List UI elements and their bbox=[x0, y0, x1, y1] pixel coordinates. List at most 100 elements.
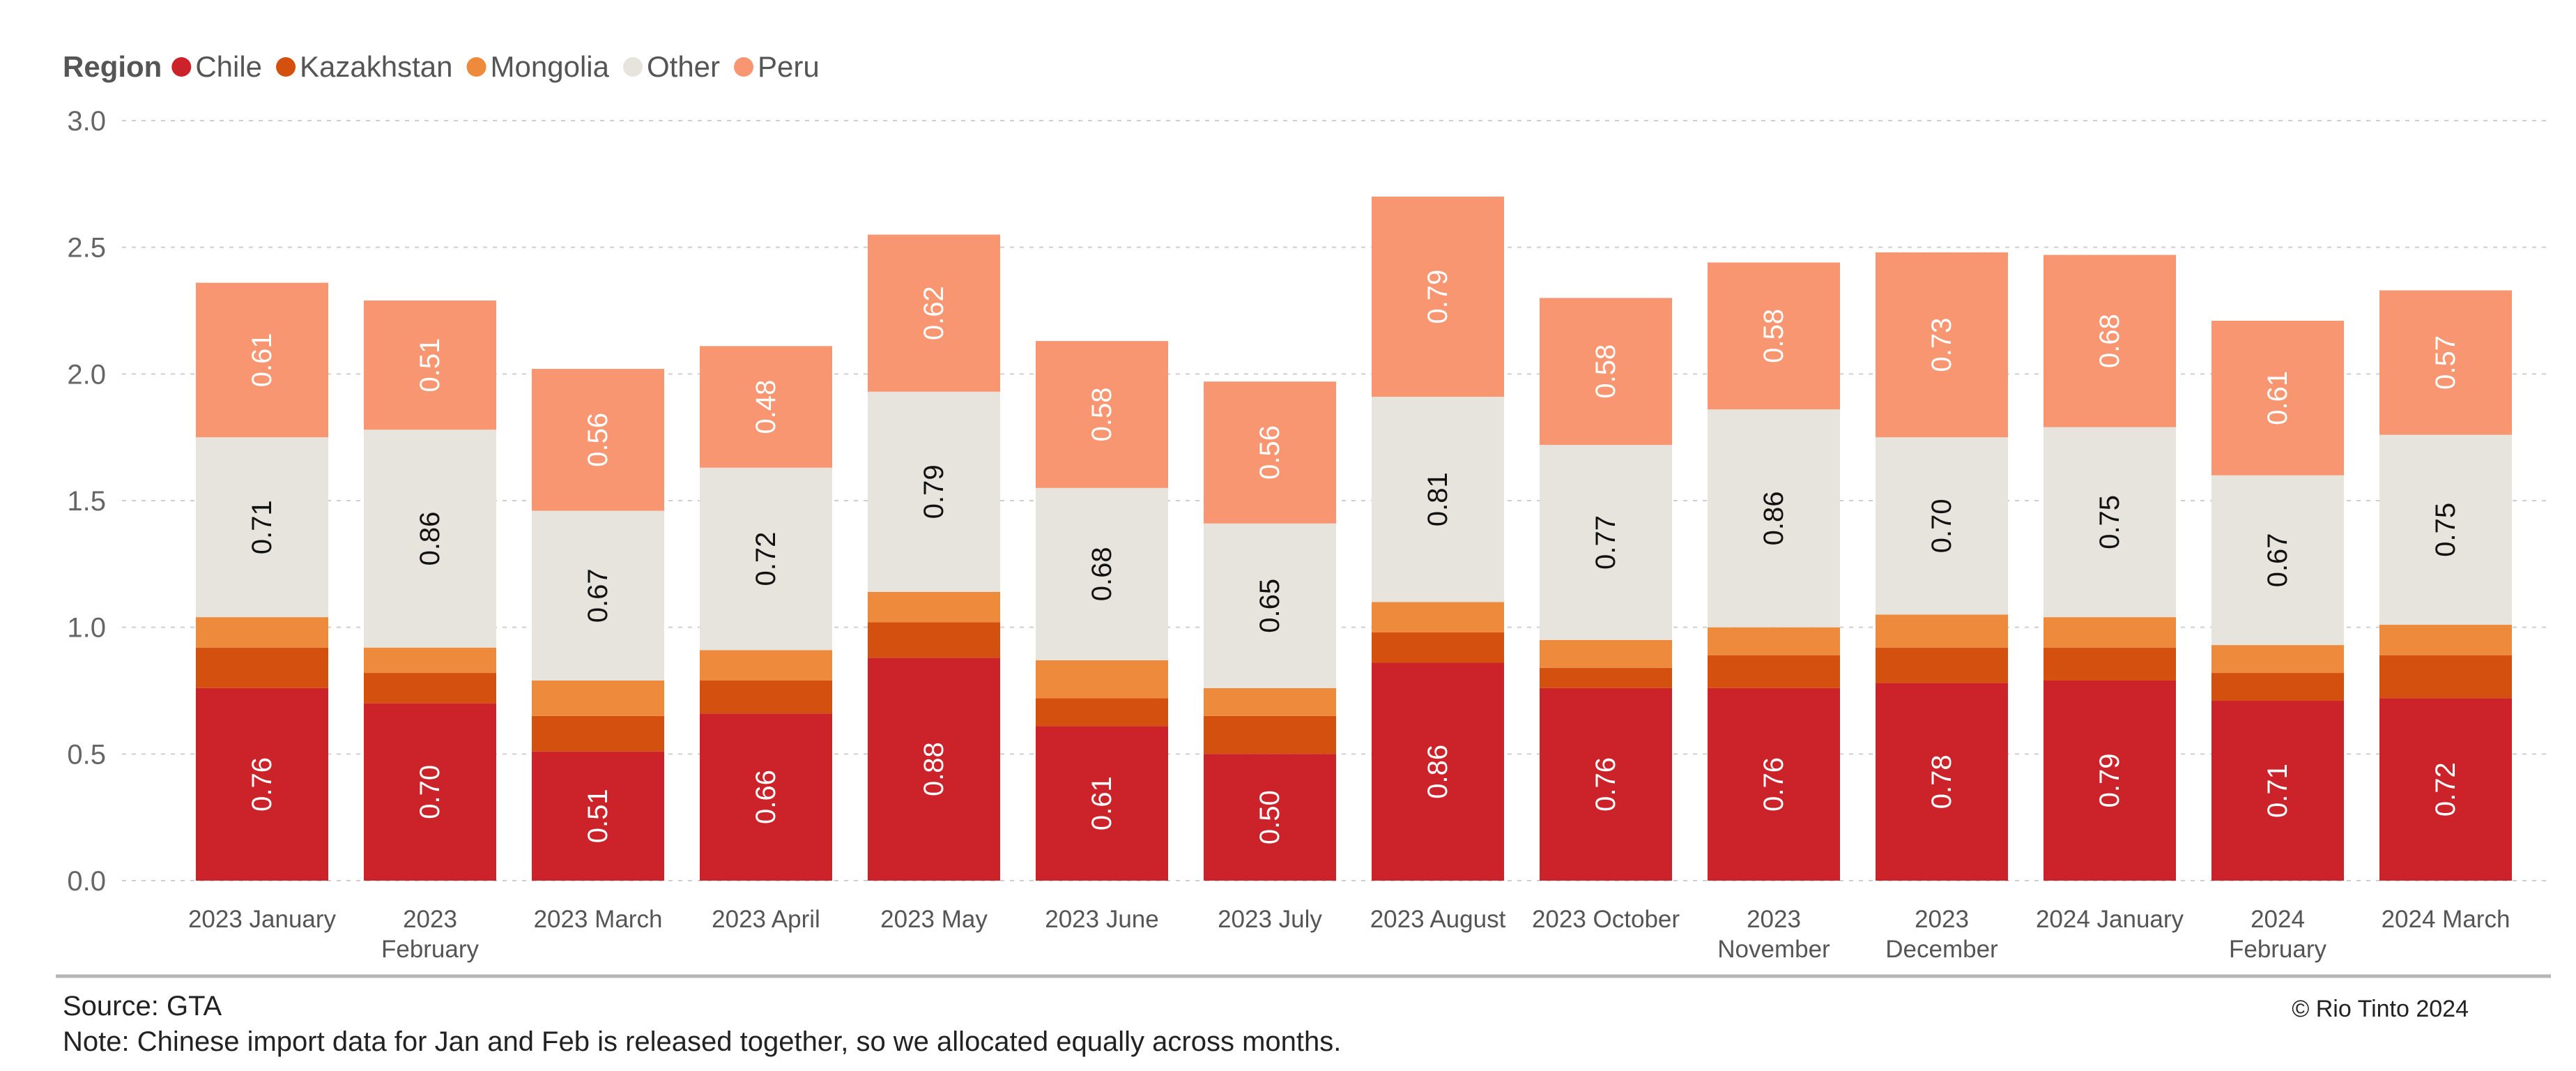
data-label-other: 0.75 bbox=[2430, 503, 2461, 557]
bar-segment-other bbox=[1540, 445, 1672, 640]
x-category-label: 2023 bbox=[403, 906, 457, 933]
x-category-label: 2024 March bbox=[2382, 906, 2510, 933]
x-category-label: 2023 July bbox=[1218, 906, 1322, 933]
bar-segment-peru bbox=[2379, 290, 2512, 435]
data-label-other: 0.72 bbox=[751, 532, 781, 586]
data-label-chile: 0.76 bbox=[1590, 757, 1621, 812]
x-category-label: 2023 August bbox=[1370, 906, 1506, 933]
chart-legend: Region Chile Kazakhstan Mongolia Other Peru bbox=[63, 50, 820, 83]
bar-segment-mongolia bbox=[2379, 625, 2512, 655]
x-category-label: 2023 bbox=[1747, 906, 1801, 933]
x-category-label: 2023 January bbox=[188, 906, 337, 933]
data-label-chile: 0.79 bbox=[2094, 754, 2125, 808]
x-category-label: 2023 March bbox=[534, 906, 663, 933]
bar-segment-other bbox=[1036, 487, 1168, 660]
bar-segment-chile bbox=[1036, 726, 1168, 881]
bar-segment-peru bbox=[868, 234, 1000, 392]
data-label-chile: 0.86 bbox=[1423, 745, 1453, 799]
bar-segment-kazakhstan bbox=[364, 673, 496, 704]
bar-segment-other bbox=[1204, 523, 1336, 688]
bar-segment-peru bbox=[196, 282, 328, 438]
bar-stack: 0.76 0.86 0.58 bbox=[1708, 262, 1840, 881]
bar-segment-peru bbox=[1372, 197, 1504, 397]
bar-segment-kazakhstan bbox=[532, 715, 664, 752]
x-category-label: 2023 April bbox=[712, 906, 820, 933]
data-label-peru: 0.58 bbox=[1087, 388, 1117, 442]
x-category-label: December bbox=[1885, 936, 1998, 963]
bar-segment-mongolia bbox=[532, 680, 664, 716]
bar-segment-peru bbox=[1540, 298, 1672, 446]
data-label-peru: 0.56 bbox=[1255, 425, 1285, 480]
bar-segment-kazakhstan bbox=[1036, 698, 1168, 727]
bar-stack: 0.72 0.75 0.57 bbox=[2379, 290, 2512, 881]
data-label-chile: 0.66 bbox=[751, 770, 781, 824]
y-tick-label: 1.5 bbox=[67, 486, 106, 517]
data-label-chile: 0.76 bbox=[247, 757, 277, 812]
bar-segment-mongolia bbox=[700, 650, 832, 681]
bar-segment-kazakhstan bbox=[1876, 647, 2008, 683]
chart-bars: 0.76 0.71 0.61 0.70 0.86 0.51 0.51 0.67 0.56 0.66… bbox=[196, 197, 2512, 881]
data-label-chile: 0.88 bbox=[919, 742, 949, 796]
data-label-other: 0.77 bbox=[1590, 515, 1621, 570]
data-label-chile: 0.61 bbox=[1087, 776, 1117, 830]
bar-segment-mongolia bbox=[1708, 627, 1840, 655]
bar-segment-mongolia bbox=[1372, 602, 1504, 632]
x-category-label: 2023 bbox=[1915, 906, 1969, 933]
y-tick-label: 2.5 bbox=[67, 233, 106, 264]
data-label-peru: 0.61 bbox=[247, 333, 277, 387]
bar-segment-kazakhstan bbox=[2379, 655, 2512, 699]
bar-stack: 0.76 0.71 0.61 bbox=[196, 282, 328, 881]
bar-segment-peru bbox=[1204, 381, 1336, 524]
y-tick-label: 0.0 bbox=[67, 866, 106, 897]
bar-segment-chile bbox=[1708, 688, 1840, 881]
bar-segment-chile bbox=[1372, 662, 1504, 881]
x-category-label: 2023 June bbox=[1045, 906, 1158, 933]
bar-segment-peru bbox=[700, 346, 832, 468]
bar-segment-mongolia bbox=[1876, 614, 2008, 648]
x-category-label: February bbox=[381, 936, 480, 963]
data-label-other: 0.86 bbox=[1758, 492, 1789, 546]
bar-segment-other bbox=[532, 510, 664, 681]
x-category-label: February bbox=[2229, 936, 2327, 963]
bar-segment-other bbox=[196, 437, 328, 618]
y-tick-label: 0.5 bbox=[67, 739, 106, 770]
x-category-label: 2023 May bbox=[880, 906, 988, 933]
bar-segment-chile bbox=[2211, 701, 2344, 881]
source-note: Source: GTA bbox=[63, 991, 222, 1021]
bar-segment-other bbox=[2211, 475, 2344, 646]
bar-stack: 0.79 0.75 0.68 bbox=[2044, 255, 2176, 881]
bar-segment-mongolia bbox=[1036, 660, 1168, 699]
data-label-chile: 0.71 bbox=[2262, 764, 2293, 818]
legend-label-chile: Chile bbox=[195, 50, 262, 83]
bar-segment-mongolia bbox=[364, 647, 496, 674]
data-label-peru: 0.61 bbox=[2262, 371, 2293, 425]
bar-segment-chile bbox=[1204, 754, 1336, 881]
data-label-peru: 0.51 bbox=[415, 338, 445, 393]
bar-segment-peru bbox=[1876, 252, 2008, 438]
bar-segment-peru bbox=[364, 300, 496, 430]
x-axis: 2023 January 2023 February 2023 March 2023 A… bbox=[188, 906, 2510, 963]
legend-marker-mongolia bbox=[466, 57, 486, 77]
bar-segment-peru bbox=[2211, 321, 2344, 476]
bar-stack: 0.78 0.70 0.73 bbox=[1876, 252, 2008, 881]
y-tick-label: 1.0 bbox=[67, 613, 106, 644]
data-label-other: 0.70 bbox=[1926, 499, 1957, 553]
data-label-peru: 0.68 bbox=[2094, 314, 2125, 368]
y-tick-label: 2.0 bbox=[67, 359, 106, 390]
bar-segment-other bbox=[1372, 397, 1504, 602]
bar-segment-chile bbox=[1876, 683, 2008, 881]
legend-marker-chile bbox=[171, 57, 192, 77]
data-label-chile: 0.76 bbox=[1758, 757, 1789, 812]
bar-segment-kazakhstan bbox=[2044, 647, 2176, 681]
bar-segment-other bbox=[700, 467, 832, 651]
data-label-peru: 0.79 bbox=[1423, 270, 1453, 324]
bar-stack: 0.70 0.86 0.51 bbox=[364, 300, 496, 881]
data-label-other: 0.68 bbox=[1087, 547, 1117, 601]
bar-segment-chile bbox=[2379, 698, 2512, 881]
bar-segment-peru bbox=[1036, 341, 1168, 488]
data-label-other: 0.75 bbox=[2094, 495, 2125, 549]
bar-stack: 0.66 0.72 0.48 bbox=[700, 346, 832, 881]
bar-segment-chile bbox=[700, 713, 832, 881]
bar-segment-chile bbox=[2044, 680, 2176, 881]
y-axis: 0.0 0.5 1.0 1.5 2.0 2.5 3.0 bbox=[67, 106, 106, 897]
